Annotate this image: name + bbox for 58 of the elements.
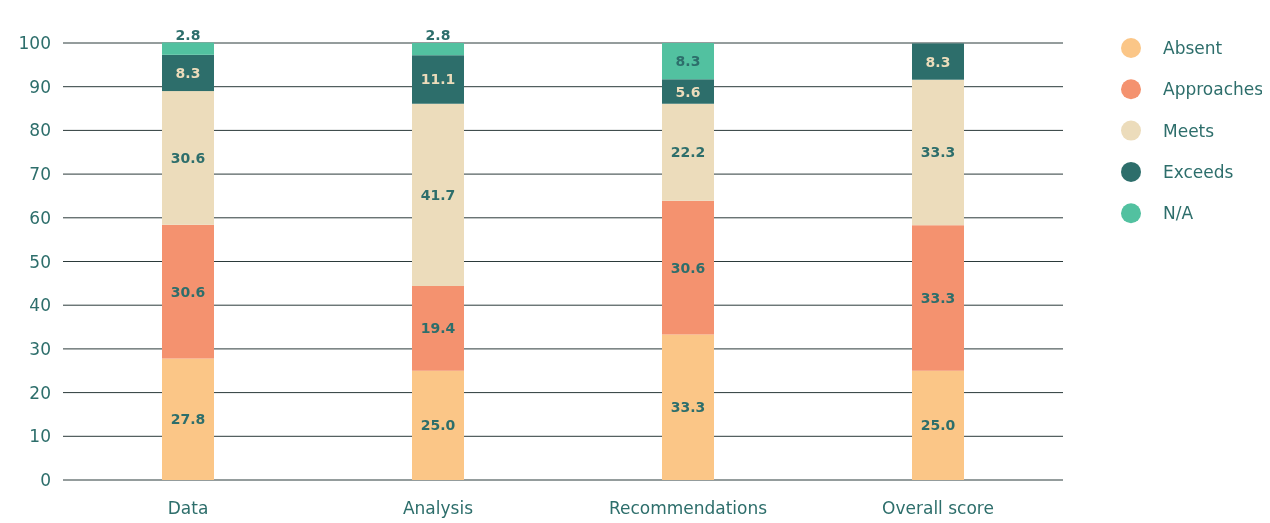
legend-label: Exceeds (1163, 161, 1234, 182)
data-label: 8.3 (175, 64, 201, 81)
x-tick-label: Recommendations (608, 498, 768, 518)
bar (912, 79, 964, 226)
data-label: 33.3 (920, 144, 956, 161)
y-tick-label: 20 (29, 382, 51, 403)
legend-label: Approaches (1163, 79, 1264, 100)
bar (662, 103, 714, 201)
data-label: 8.3 (675, 53, 701, 70)
bar (162, 54, 214, 92)
data-label: 30.6 (670, 259, 706, 276)
data-label: 27.8 (170, 411, 206, 428)
data-label: 8.3 (925, 53, 951, 70)
bar (662, 200, 714, 335)
legend-label: Meets (1163, 120, 1215, 141)
bar (412, 55, 464, 104)
x-tick-label: Analysis (402, 498, 474, 518)
y-tick-label: 90 (29, 76, 51, 97)
bar (162, 358, 214, 480)
bar (162, 91, 214, 225)
x-tick-label: Overall score (882, 498, 994, 518)
bar (412, 43, 464, 56)
bar (912, 370, 964, 480)
y-tick-label: 10 (29, 426, 51, 447)
y-tick-label: 80 (29, 120, 51, 141)
y-tick-label: 0 (40, 470, 51, 490)
bar (412, 103, 464, 286)
data-label: 22.2 (670, 144, 706, 161)
data-label: 19.4 (420, 320, 456, 337)
y-tick-label: 60 (29, 207, 51, 228)
x-tick-label: Data (167, 498, 209, 518)
legend-label: Absent (1163, 38, 1223, 58)
bar (912, 43, 964, 80)
data-label: 33.3 (670, 399, 706, 416)
y-tick-label: 30 (29, 338, 51, 359)
legend-label: N/A (1163, 203, 1194, 224)
bar (662, 43, 714, 80)
bar (412, 370, 464, 480)
y-tick-label: 70 (29, 164, 51, 185)
y-tick-label: 40 (29, 295, 51, 316)
data-label: 41.7 (420, 186, 456, 203)
data-label: 5.6 (675, 83, 701, 100)
bar (662, 334, 714, 480)
data-label: 2.8 (175, 26, 201, 43)
data-label: 30.6 (170, 149, 206, 166)
bar (162, 42, 214, 55)
data-label: 25.0 (920, 417, 956, 434)
y-tick-label: 100 (18, 33, 51, 53)
data-label: 30.6 (170, 283, 206, 300)
y-tick-label: 50 (29, 251, 51, 272)
bar (412, 285, 464, 371)
data-label: 2.8 (425, 27, 451, 43)
bar (662, 79, 714, 104)
data-label: 33.3 (920, 289, 956, 306)
data-label: 11.1 (420, 71, 456, 88)
data-label: 25.0 (420, 417, 456, 434)
bar (162, 224, 214, 359)
bar (912, 225, 964, 371)
